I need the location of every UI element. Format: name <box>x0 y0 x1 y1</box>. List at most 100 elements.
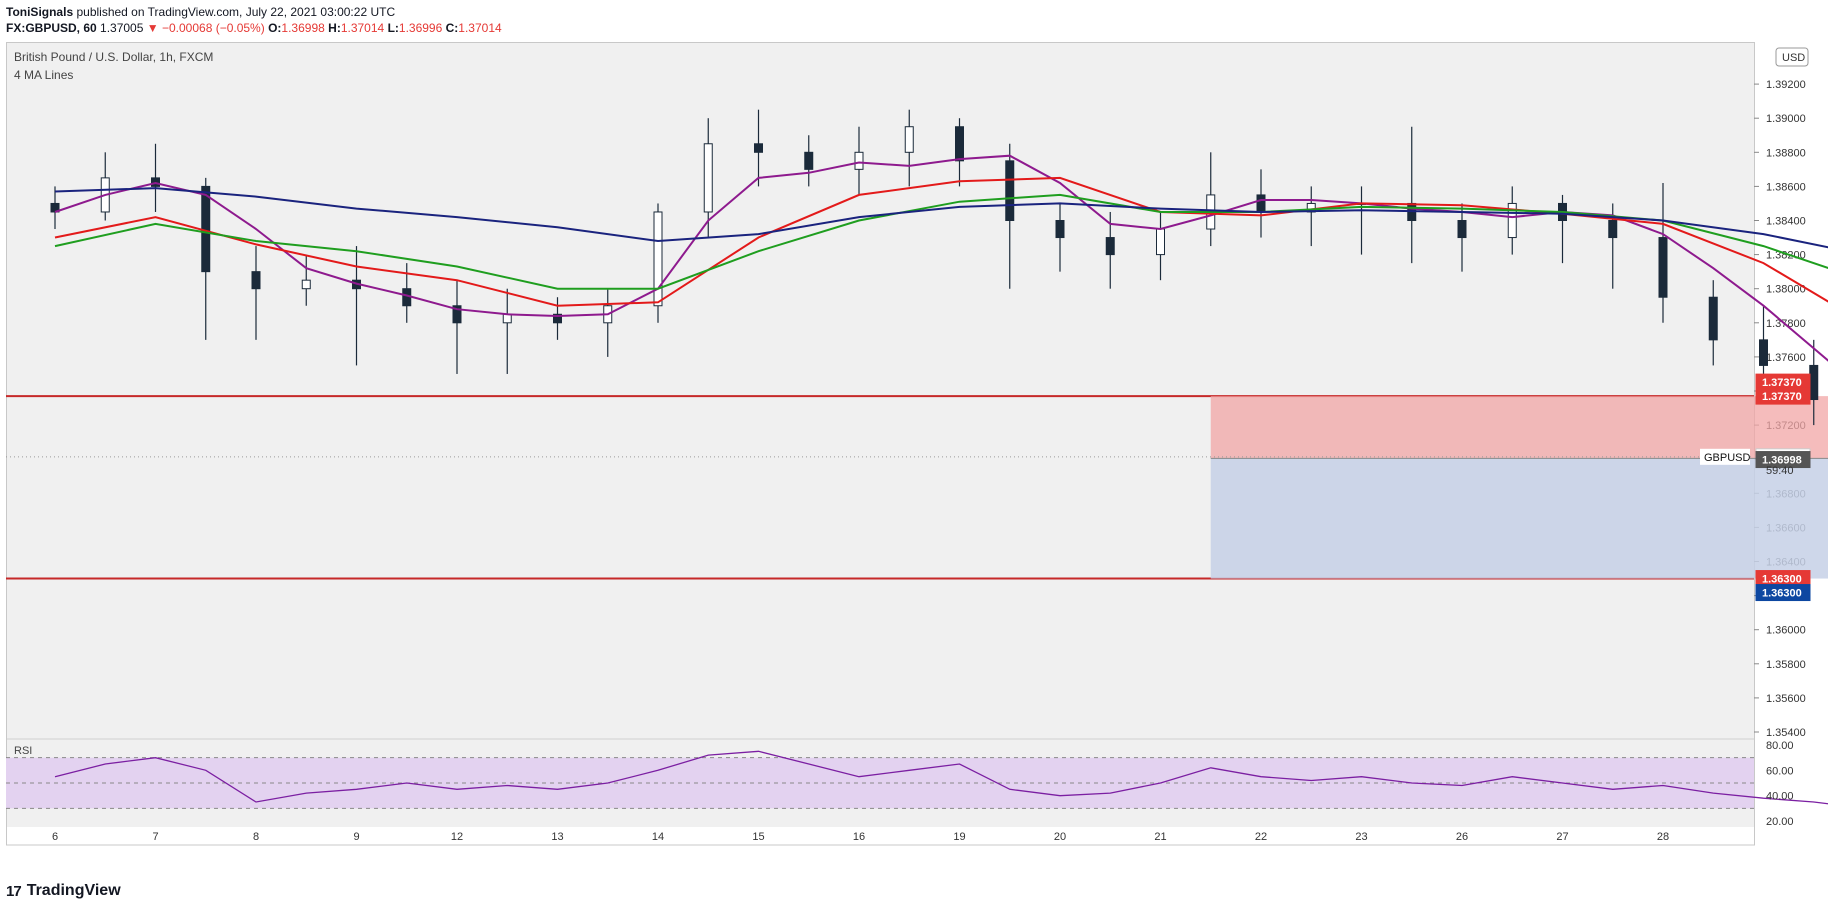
price-tick-label: 1.37600 <box>1766 352 1806 364</box>
symbol-prefix: FX:GBPUSD, 60 <box>6 21 97 35</box>
candle-body <box>1105 237 1115 256</box>
candle-body <box>1708 296 1718 341</box>
candle-body <box>1256 194 1266 213</box>
candle-body <box>1809 364 1819 401</box>
candle-body <box>1658 237 1668 298</box>
ma-line <box>54 176 1828 307</box>
candle-body <box>904 126 914 153</box>
price-label-text: 1.37370 <box>1762 377 1802 389</box>
time-tick-label: 13 <box>551 831 563 843</box>
candle-body <box>754 143 763 153</box>
candle-body <box>251 271 261 290</box>
chart-title: British Pound / U.S. Dollar, 1h, FXCM <box>14 50 213 64</box>
stop-loss-zone <box>1210 396 1828 459</box>
low-label: L: <box>387 21 399 35</box>
candle-body <box>553 313 562 324</box>
time-tick-label: 28 <box>1657 831 1669 843</box>
price-tick-label: 1.38200 <box>1766 250 1806 262</box>
time-tick-label: 14 <box>652 831 664 843</box>
candle-body <box>1055 220 1065 239</box>
publish-header: ToniSignals published on TradingView.com… <box>6 4 502 36</box>
candles-group <box>50 109 1819 426</box>
price-tick-label: 1.38800 <box>1766 147 1806 159</box>
price-label-text: 1.36300 <box>1762 574 1802 586</box>
price-label-box <box>1755 584 1811 602</box>
candle-body <box>301 279 311 290</box>
price-tick-label: 1.35400 <box>1766 727 1806 739</box>
chart-canvas[interactable]: 1.39200 1.39000 1.38800 1.38600 1.38400 1.382… <box>0 42 1828 880</box>
price-tick-label: 1.38400 <box>1766 216 1806 228</box>
ma-line <box>54 187 1828 249</box>
candle-body <box>804 151 814 170</box>
footer-brand: 17 TradingView <box>6 882 121 900</box>
candle-body <box>1156 228 1165 256</box>
price-tick-label: 1.35800 <box>1766 659 1806 671</box>
price-label-text: 1.37370 <box>1762 391 1802 403</box>
high-label: H: <box>328 21 341 35</box>
ma-line <box>54 193 1828 290</box>
currency-badge-label: USD <box>1782 52 1805 64</box>
candle-body <box>1457 220 1467 239</box>
candle-body <box>502 313 512 324</box>
author-name[interactable]: ToniSignals <box>6 5 74 19</box>
candle-body <box>1507 202 1517 239</box>
time-tick-label: 19 <box>953 831 965 843</box>
main-pane-background <box>6 42 1754 739</box>
publish-info: published on TradingView.com, July 22, 2… <box>76 5 396 19</box>
time-tick-label: 6 <box>52 831 58 843</box>
symbol-tag: GBPUSD <box>1704 452 1751 464</box>
time-tick-label: 15 <box>752 831 764 843</box>
tradingview-logo-icon: 17 <box>6 882 22 900</box>
candle-body <box>955 126 964 162</box>
rsi-tick-label: 20.00 <box>1766 816 1794 828</box>
time-tick-label: 12 <box>451 831 463 843</box>
indicator-label: 4 MA Lines <box>14 68 73 82</box>
brand-name: TradingView <box>26 882 121 899</box>
price-label-box <box>1755 387 1811 405</box>
currency-badge <box>1775 47 1809 67</box>
rsi-label: RSI <box>14 745 32 757</box>
bar-countdown: 59:40 <box>1766 465 1794 477</box>
time-tick-label: 7 <box>152 831 158 843</box>
time-tick-label: 9 <box>353 831 359 843</box>
price-tick-label: 1.39200 <box>1766 79 1806 91</box>
price-tick-label: 1.39000 <box>1766 113 1806 125</box>
symbol-tag-box <box>1700 448 1750 465</box>
price-change: ▼ −0.00068 (−0.05%) <box>146 21 265 35</box>
last-price: 1.37005 <box>100 21 144 35</box>
candle-body <box>1608 220 1618 239</box>
candle-body <box>703 143 713 213</box>
candle-body <box>854 151 864 170</box>
rsi-tick-label: 80.00 <box>1766 740 1794 752</box>
publish-line: ToniSignals published on TradingView.com… <box>6 4 502 20</box>
price-tick-label: 1.38000 <box>1766 284 1806 296</box>
close-label: C: <box>445 21 459 35</box>
low-value: 1.36996 <box>398 21 443 35</box>
open-value: 1.36998 <box>281 21 325 35</box>
price-label-text: 1.36300 <box>1762 588 1802 600</box>
price-tick-label: 1.35600 <box>1766 693 1806 705</box>
time-tick-label: 16 <box>853 831 865 843</box>
price-tick-label: 1.38600 <box>1766 181 1806 193</box>
take-profit-zone <box>1210 458 1828 579</box>
price-label-text: 1.36998 <box>1762 455 1802 467</box>
time-tick-label: 26 <box>1456 831 1468 843</box>
candle-body <box>653 211 663 307</box>
price-tick-label: 1.36000 <box>1766 625 1806 637</box>
high-value: 1.37014 <box>340 21 385 35</box>
time-tick-label: 8 <box>253 831 259 843</box>
rsi-tick-label: 40.00 <box>1766 791 1794 803</box>
candle-body <box>452 305 462 324</box>
rsi-line <box>54 750 1828 805</box>
rsi-tick-label: 60.00 <box>1766 765 1794 777</box>
time-tick-label: 23 <box>1355 831 1367 843</box>
time-tick-label: 21 <box>1154 831 1166 843</box>
time-tick-label: 20 <box>1054 831 1066 843</box>
time-tick-label: 22 <box>1255 831 1267 843</box>
candle-body <box>1759 339 1768 366</box>
price-label-box <box>1755 451 1811 469</box>
open-label: O: <box>268 21 282 35</box>
close-value: 1.37014 <box>458 21 502 35</box>
symbol-line: FX:GBPUSD, 60 1.37005 ▼ −0.00068 (−0.05%… <box>6 20 502 36</box>
time-tick-label: 27 <box>1556 831 1568 843</box>
